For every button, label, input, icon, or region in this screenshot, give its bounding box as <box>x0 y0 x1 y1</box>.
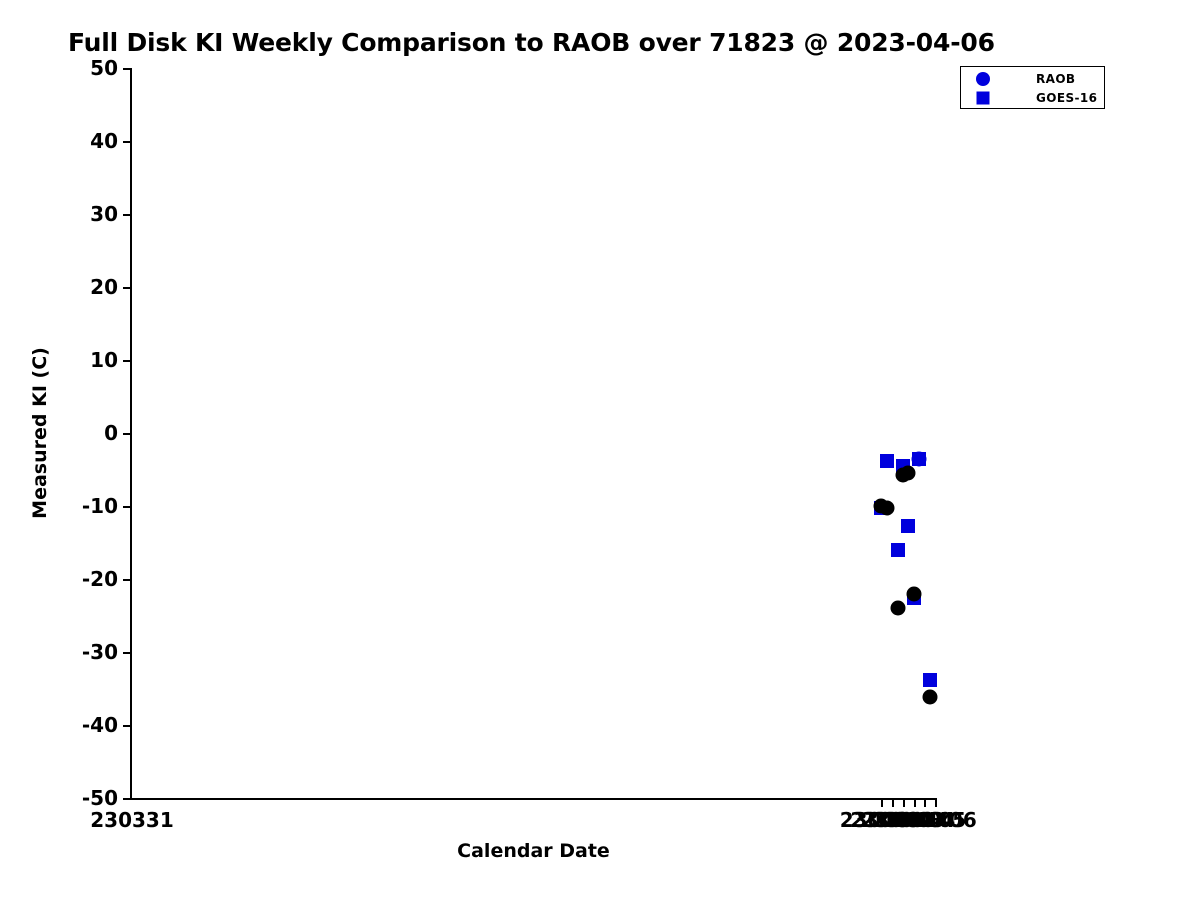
y-axis-tick-label: 10 <box>90 348 118 372</box>
y-axis-tick <box>123 506 132 508</box>
y-axis-tick-label: 0 <box>104 421 118 445</box>
data-point-raob <box>890 600 906 616</box>
y-axis-tick-label: 40 <box>90 129 118 153</box>
y-axis-tick-label: -20 <box>81 567 118 591</box>
y-axis-tick <box>123 579 132 581</box>
data-point-goes-16 <box>901 519 916 534</box>
x-axis-tick-label: 230405 <box>882 808 967 832</box>
y-axis-tick-label: -10 <box>81 494 118 518</box>
x-axis-tick <box>913 798 916 807</box>
x-axis-tick-label: 230401 <box>839 808 924 832</box>
y-axis-tick <box>123 652 132 654</box>
x-axis-tick-label: 230406 <box>893 808 977 832</box>
data-point-goes-16 <box>922 672 937 687</box>
legend-marker-square-icon <box>976 91 990 105</box>
y-axis-tick <box>123 798 132 800</box>
x-axis-tick <box>935 798 937 807</box>
data-point-goes-16 <box>879 453 894 468</box>
data-point-raob <box>879 500 895 516</box>
y-axis-tick-label: 20 <box>90 275 118 299</box>
x-axis-tick <box>881 798 884 807</box>
y-axis-tick-label: -50 <box>81 786 118 810</box>
legend-label-raob: RAOB <box>1036 72 1076 86</box>
data-point-raob <box>906 586 922 602</box>
x-axis-tick <box>924 798 927 807</box>
data-point-goes-16 <box>890 542 905 557</box>
y-axis-tick <box>123 287 132 289</box>
y-axis-tick-label: 50 <box>90 56 118 80</box>
x-axis-tick-label: 230331 <box>90 808 174 832</box>
y-axis-label: Measured KI (C) <box>29 347 51 519</box>
x-axis-tick-label: 230404 <box>871 808 956 832</box>
x-axis-tick <box>892 798 895 807</box>
data-point-raob <box>900 465 916 481</box>
page-title: Full Disk KI Weekly Comparison to RAOB o… <box>68 28 995 57</box>
plot-canvas <box>132 68 938 798</box>
y-axis-tick <box>123 360 132 362</box>
x-axis-tick-label: 230402 <box>850 808 934 832</box>
plot-area: Measured KI (C) Calendar Date 50 40 30 20 10… <box>29 56 977 862</box>
legend-entry-goes16: GOES-16 <box>961 88 1104 108</box>
y-axis-tick <box>123 141 132 143</box>
data-point-raob <box>922 689 938 705</box>
y-axis-tick-label: -40 <box>81 713 118 737</box>
x-axis-label: Calendar Date <box>457 840 610 862</box>
legend-label-goes16: GOES-16 <box>1036 91 1098 105</box>
x-axis-tick-label: 230403 <box>861 808 945 832</box>
y-axis-tick <box>123 725 132 727</box>
y-axis-tick <box>123 68 132 70</box>
legend-marker-circle-icon <box>976 72 990 86</box>
legend: RAOB GOES-16 <box>960 66 1105 109</box>
x-axis-tick <box>902 798 905 807</box>
y-axis-tick <box>123 214 132 216</box>
y-axis-tick <box>123 433 132 435</box>
data-point-raob <box>911 451 927 467</box>
y-axis-tick-label: -30 <box>81 640 118 664</box>
legend-entry-raob: RAOB <box>961 69 1104 89</box>
y-axis-tick-label: 30 <box>90 202 118 226</box>
